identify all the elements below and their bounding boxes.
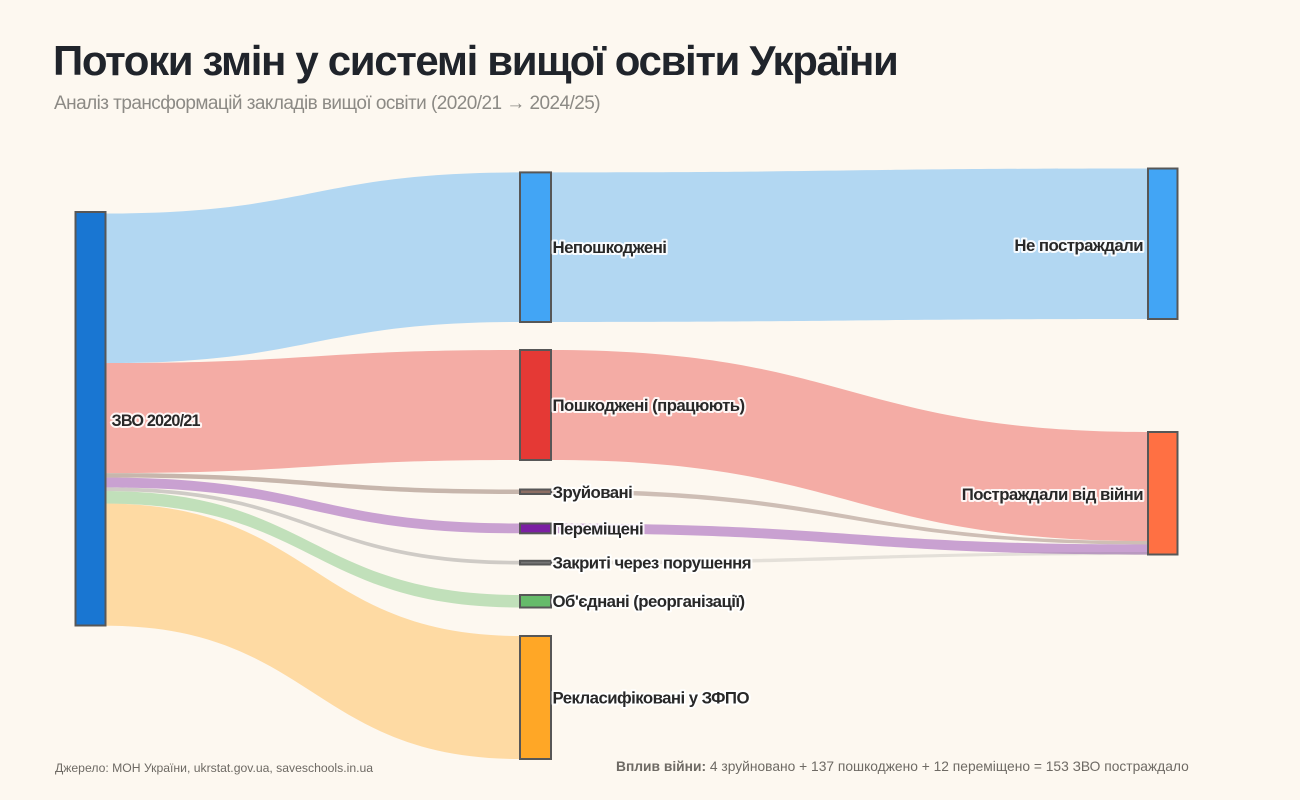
svg-text:Пошкоджені (працюють): Пошкоджені (працюють) <box>553 396 745 415</box>
svg-text:Зруйовані: Зруйовані <box>553 483 633 502</box>
svg-text:Переміщені: Переміщені <box>553 520 644 539</box>
svg-text:Вплив війни: 4 зруйновано + 13: Вплив війни: 4 зруйновано + 137 пошкодже… <box>616 759 1189 774</box>
svg-text:Об'єднані (реорганізації): Об'єднані (реорганізації) <box>553 592 745 611</box>
svg-text:Закриті через порушення: Закриті через порушення <box>553 554 752 573</box>
svg-text:Рекласифіковані у ЗФПО: Рекласифіковані у ЗФПО <box>553 689 750 708</box>
svg-text:Джерело: МОН України, ukrstat.: Джерело: МОН України, ukrstat.gov.ua, sa… <box>55 761 373 775</box>
svg-text:Не постраждали: Не постраждали <box>1014 236 1143 255</box>
svg-text:ЗВО 2020/21: ЗВО 2020/21 <box>112 412 201 430</box>
svg-text:Аналіз трансформацій закладів: Аналіз трансформацій закладів вищої осві… <box>54 93 600 114</box>
svg-text:Постраждали від війни: Постраждали від війни <box>962 485 1143 504</box>
svg-text:Непошкоджені: Непошкоджені <box>553 238 667 257</box>
svg-text:Потоки змін у системі вищої ос: Потоки змін у системі вищої освіти Украї… <box>53 37 897 84</box>
